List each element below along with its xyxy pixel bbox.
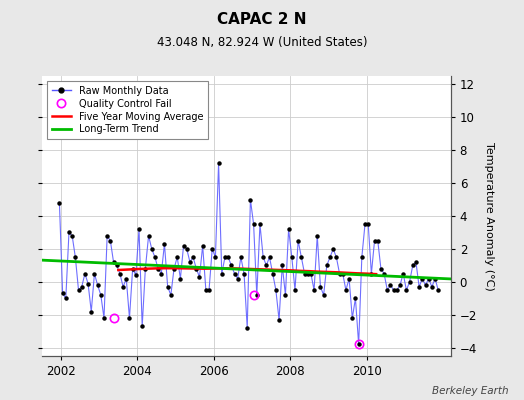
- Legend: Raw Monthly Data, Quality Control Fail, Five Year Moving Average, Long-Term Tren: Raw Monthly Data, Quality Control Fail, …: [47, 81, 208, 139]
- Y-axis label: Temperature Anomaly (°C): Temperature Anomaly (°C): [484, 142, 494, 290]
- Text: 43.048 N, 82.924 W (United States): 43.048 N, 82.924 W (United States): [157, 36, 367, 49]
- Text: Berkeley Earth: Berkeley Earth: [432, 386, 508, 396]
- Text: CAPAC 2 N: CAPAC 2 N: [217, 12, 307, 27]
